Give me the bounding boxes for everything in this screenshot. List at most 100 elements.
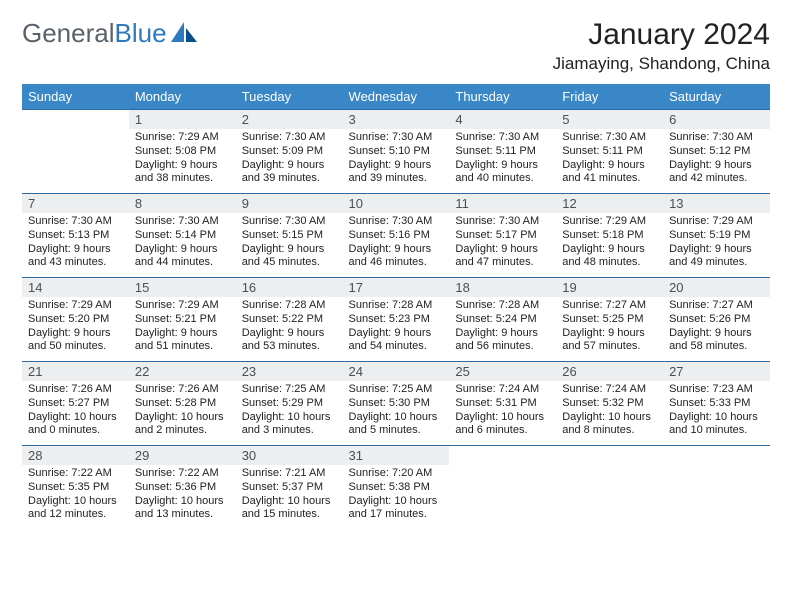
sunset-text: Sunset: 5:26 PM xyxy=(669,313,764,327)
sunset-text: Sunset: 5:36 PM xyxy=(135,481,230,495)
day-number: 21 xyxy=(22,362,129,381)
day-content: Sunrise: 7:28 AMSunset: 5:24 PMDaylight:… xyxy=(449,297,556,358)
day-content: Sunrise: 7:28 AMSunset: 5:22 PMDaylight:… xyxy=(236,297,343,358)
daylight-text: Daylight: 9 hours and 39 minutes. xyxy=(349,159,444,187)
sunrise-text: Sunrise: 7:25 AM xyxy=(242,383,337,397)
day-content: Sunrise: 7:29 AMSunset: 5:08 PMDaylight:… xyxy=(129,129,236,190)
calendar-week-row: 7Sunrise: 7:30 AMSunset: 5:13 PMDaylight… xyxy=(22,194,770,278)
month-title: January 2024 xyxy=(553,18,770,52)
sunrise-text: Sunrise: 7:30 AM xyxy=(349,215,444,229)
daylight-text: Daylight: 10 hours and 2 minutes. xyxy=(135,411,230,439)
day-content: Sunrise: 7:30 AMSunset: 5:12 PMDaylight:… xyxy=(663,129,770,190)
sunrise-text: Sunrise: 7:28 AM xyxy=(349,299,444,313)
day-number: 1 xyxy=(129,110,236,129)
calendar-day-cell: 19Sunrise: 7:27 AMSunset: 5:25 PMDayligh… xyxy=(556,278,663,362)
daylight-text: Daylight: 10 hours and 8 minutes. xyxy=(562,411,657,439)
calendar-day-cell: 8Sunrise: 7:30 AMSunset: 5:14 PMDaylight… xyxy=(129,194,236,278)
calendar-day-cell: 17Sunrise: 7:28 AMSunset: 5:23 PMDayligh… xyxy=(343,278,450,362)
day-content: Sunrise: 7:27 AMSunset: 5:25 PMDaylight:… xyxy=(556,297,663,358)
day-content: Sunrise: 7:30 AMSunset: 5:13 PMDaylight:… xyxy=(22,213,129,274)
day-content: Sunrise: 7:26 AMSunset: 5:27 PMDaylight:… xyxy=(22,381,129,442)
calendar-day-cell: 16Sunrise: 7:28 AMSunset: 5:22 PMDayligh… xyxy=(236,278,343,362)
weekday-header: Monday xyxy=(129,84,236,110)
sunset-text: Sunset: 5:08 PM xyxy=(135,145,230,159)
sunset-text: Sunset: 5:12 PM xyxy=(669,145,764,159)
sunrise-text: Sunrise: 7:29 AM xyxy=(135,131,230,145)
day-number: 6 xyxy=(663,110,770,129)
day-number: 9 xyxy=(236,194,343,213)
day-number: 20 xyxy=(663,278,770,297)
daylight-text: Daylight: 9 hours and 57 minutes. xyxy=(562,327,657,355)
day-content: Sunrise: 7:30 AMSunset: 5:16 PMDaylight:… xyxy=(343,213,450,274)
sunset-text: Sunset: 5:37 PM xyxy=(242,481,337,495)
day-number: 3 xyxy=(343,110,450,129)
weekday-header: Sunday xyxy=(22,84,129,110)
sunset-text: Sunset: 5:38 PM xyxy=(349,481,444,495)
day-content: Sunrise: 7:30 AMSunset: 5:17 PMDaylight:… xyxy=(449,213,556,274)
calendar-day-cell: 25Sunrise: 7:24 AMSunset: 5:31 PMDayligh… xyxy=(449,362,556,446)
sunset-text: Sunset: 5:33 PM xyxy=(669,397,764,411)
daylight-text: Daylight: 9 hours and 44 minutes. xyxy=(135,243,230,271)
calendar-day-cell: 1Sunrise: 7:29 AMSunset: 5:08 PMDaylight… xyxy=(129,110,236,194)
sunset-text: Sunset: 5:16 PM xyxy=(349,229,444,243)
day-number: 11 xyxy=(449,194,556,213)
calendar-day-cell xyxy=(449,446,556,530)
sunset-text: Sunset: 5:25 PM xyxy=(562,313,657,327)
day-content: Sunrise: 7:30 AMSunset: 5:10 PMDaylight:… xyxy=(343,129,450,190)
daylight-text: Daylight: 10 hours and 12 minutes. xyxy=(28,495,123,523)
day-number: 13 xyxy=(663,194,770,213)
day-number: 10 xyxy=(343,194,450,213)
daylight-text: Daylight: 9 hours and 51 minutes. xyxy=(135,327,230,355)
day-number: 31 xyxy=(343,446,450,465)
weekday-header: Wednesday xyxy=(343,84,450,110)
day-number: 14 xyxy=(22,278,129,297)
sunset-text: Sunset: 5:11 PM xyxy=(455,145,550,159)
weekday-header: Tuesday xyxy=(236,84,343,110)
day-content: Sunrise: 7:30 AMSunset: 5:11 PMDaylight:… xyxy=(556,129,663,190)
day-content: Sunrise: 7:29 AMSunset: 5:18 PMDaylight:… xyxy=(556,213,663,274)
sunset-text: Sunset: 5:20 PM xyxy=(28,313,123,327)
day-content: Sunrise: 7:24 AMSunset: 5:32 PMDaylight:… xyxy=(556,381,663,442)
sunset-text: Sunset: 5:22 PM xyxy=(242,313,337,327)
sunrise-text: Sunrise: 7:29 AM xyxy=(669,215,764,229)
day-number: 15 xyxy=(129,278,236,297)
day-content: Sunrise: 7:30 AMSunset: 5:11 PMDaylight:… xyxy=(449,129,556,190)
daylight-text: Daylight: 10 hours and 0 minutes. xyxy=(28,411,123,439)
daylight-text: Daylight: 10 hours and 3 minutes. xyxy=(242,411,337,439)
calendar-day-cell: 2Sunrise: 7:30 AMSunset: 5:09 PMDaylight… xyxy=(236,110,343,194)
daylight-text: Daylight: 9 hours and 58 minutes. xyxy=(669,327,764,355)
calendar-day-cell: 22Sunrise: 7:26 AMSunset: 5:28 PMDayligh… xyxy=(129,362,236,446)
calendar-day-cell: 21Sunrise: 7:26 AMSunset: 5:27 PMDayligh… xyxy=(22,362,129,446)
calendar-week-row: 21Sunrise: 7:26 AMSunset: 5:27 PMDayligh… xyxy=(22,362,770,446)
sunrise-text: Sunrise: 7:25 AM xyxy=(349,383,444,397)
weekday-header-row: SundayMondayTuesdayWednesdayThursdayFrid… xyxy=(22,84,770,110)
sunrise-text: Sunrise: 7:26 AM xyxy=(135,383,230,397)
calendar-day-cell: 28Sunrise: 7:22 AMSunset: 5:35 PMDayligh… xyxy=(22,446,129,530)
daylight-text: Daylight: 9 hours and 42 minutes. xyxy=(669,159,764,187)
day-number: 28 xyxy=(22,446,129,465)
calendar-day-cell: 10Sunrise: 7:30 AMSunset: 5:16 PMDayligh… xyxy=(343,194,450,278)
day-content: Sunrise: 7:25 AMSunset: 5:30 PMDaylight:… xyxy=(343,381,450,442)
calendar-day-cell: 31Sunrise: 7:20 AMSunset: 5:38 PMDayligh… xyxy=(343,446,450,530)
daylight-text: Daylight: 9 hours and 54 minutes. xyxy=(349,327,444,355)
sunrise-text: Sunrise: 7:30 AM xyxy=(242,131,337,145)
logo-text-general: General xyxy=(22,18,115,49)
day-number: 23 xyxy=(236,362,343,381)
day-number: 7 xyxy=(22,194,129,213)
day-number: 26 xyxy=(556,362,663,381)
sunrise-text: Sunrise: 7:24 AM xyxy=(455,383,550,397)
day-number: 27 xyxy=(663,362,770,381)
sunrise-text: Sunrise: 7:29 AM xyxy=(135,299,230,313)
calendar-day-cell: 27Sunrise: 7:23 AMSunset: 5:33 PMDayligh… xyxy=(663,362,770,446)
day-number: 24 xyxy=(343,362,450,381)
sunrise-text: Sunrise: 7:30 AM xyxy=(455,131,550,145)
sunset-text: Sunset: 5:10 PM xyxy=(349,145,444,159)
daylight-text: Daylight: 9 hours and 49 minutes. xyxy=(669,243,764,271)
daylight-text: Daylight: 10 hours and 13 minutes. xyxy=(135,495,230,523)
day-number: 4 xyxy=(449,110,556,129)
day-number: 18 xyxy=(449,278,556,297)
daylight-text: Daylight: 9 hours and 38 minutes. xyxy=(135,159,230,187)
daylight-text: Daylight: 9 hours and 48 minutes. xyxy=(562,243,657,271)
title-block: January 2024 Jiamaying, Shandong, China xyxy=(553,18,770,74)
calendar-day-cell: 18Sunrise: 7:28 AMSunset: 5:24 PMDayligh… xyxy=(449,278,556,362)
